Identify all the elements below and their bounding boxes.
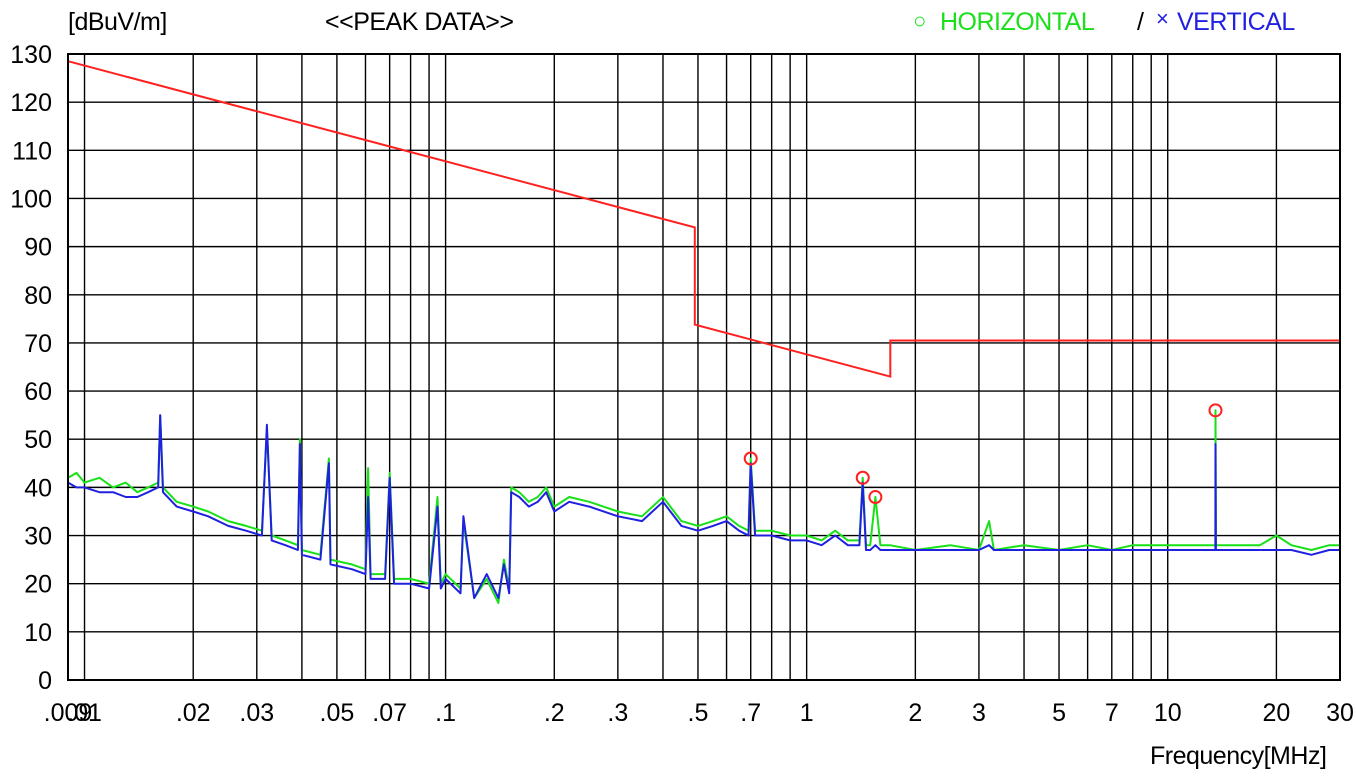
x-tick-label: .7 (740, 699, 761, 727)
peak-marker (743, 451, 758, 466)
x-tick-label: .1 (435, 699, 456, 727)
y-tick-label: 30 (24, 523, 52, 551)
limit-line (67, 60, 1340, 378)
x-tick-label: 5 (1052, 699, 1066, 727)
x-tick-label: 7 (1105, 699, 1119, 727)
x-tick-label: 30 (1326, 699, 1354, 727)
y-tick-label: 120 (10, 89, 52, 117)
y-tick-label: 130 (10, 41, 52, 69)
x-tick-label: 3 (972, 699, 986, 727)
x-tick-label: .07 (372, 699, 407, 727)
x-tick-label: .02 (176, 699, 211, 727)
y-tick-label: 90 (24, 234, 52, 262)
peak-marker (868, 490, 883, 505)
y-tick-label: 0 (38, 667, 52, 695)
legend-horizontal-circle-icon: ○ (913, 8, 927, 33)
y-tick-label: 60 (24, 378, 52, 406)
plot-frame (67, 53, 1341, 681)
x-tick-label: 1 (800, 699, 814, 727)
y-tick-label: 50 (24, 426, 52, 454)
x-tick-label: .5 (688, 699, 709, 727)
chart-title: <<PEAK DATA>> (325, 8, 514, 36)
peak-marker (1208, 403, 1223, 418)
x-tick-label: .01 (67, 699, 102, 727)
series-layer (67, 409, 1340, 604)
y-tick-label: 10 (24, 619, 52, 647)
x-tick-label: .2 (544, 699, 565, 727)
x-tick-label: .03 (239, 699, 274, 727)
y-tick-label: 20 (24, 571, 52, 599)
y-tick-label: 110 (12, 137, 52, 165)
x-tick-label: 2 (908, 699, 922, 727)
y-tick-label: 100 (10, 185, 52, 213)
legend-horizontal: HORIZONTAL (940, 8, 1095, 36)
x-tick-label: .009 (44, 699, 93, 727)
marker-layer (743, 403, 1223, 505)
limit-line-layer (67, 60, 1340, 378)
series-line-vertical (67, 414, 1340, 600)
y-tick-label: 40 (24, 474, 52, 502)
y-axis-label: [dBuV/m] (68, 8, 167, 36)
y-tick-label: 80 (24, 282, 52, 310)
x-tick-label: .3 (607, 699, 628, 727)
x-tick-label: 20 (1263, 699, 1291, 727)
legend-vertical: VERTICAL (1177, 8, 1295, 36)
x-tick-label: .05 (320, 699, 355, 727)
y-tick-labels: 0 10 20 30 40 50 60 70 80 90 100 110 120 130 (10, 41, 52, 695)
plot-background (68, 54, 1340, 680)
legend-vertical-cross-icon: × (1156, 6, 1169, 31)
legend-separator: / (1137, 8, 1144, 36)
y-tick-label: 70 (24, 330, 52, 358)
x-tick-label: 10 (1154, 699, 1182, 727)
x-tick-labels: .009.01 .02 .03 .05 .07 .1 .2 .3 .5 .7 1 2 3 5 7 10 20 30 (44, 699, 1354, 727)
x-axis-label: Frequency[MHz] (1150, 742, 1327, 770)
peak-marker (855, 470, 870, 485)
